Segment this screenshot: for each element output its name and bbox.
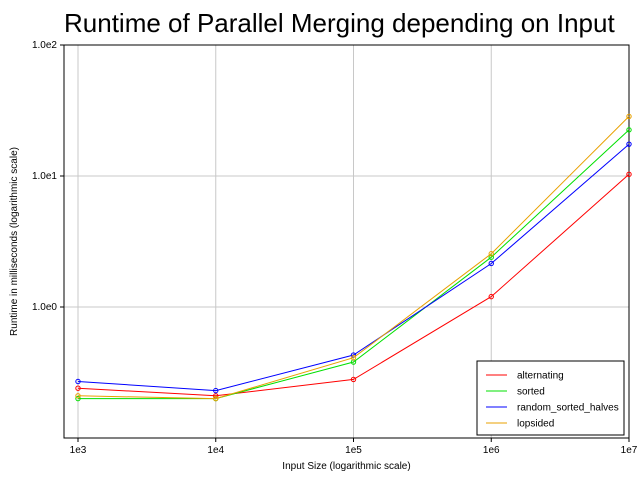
data-point [350,355,357,361]
data-point [213,395,219,402]
x-tick-label: 1e4 [207,445,224,456]
data-point [75,393,81,399]
y-tick-label: 1.0e1 [32,171,57,182]
series-alternating [75,171,632,399]
data-point [488,293,494,300]
data-point [488,254,494,260]
x-tick-label: 1e6 [483,445,500,456]
series-line [78,129,630,400]
data-point [213,393,219,399]
y-axis-label: Runtime in milliseconds (logarithmic sca… [9,147,20,336]
x-tick-label: 1e3 [70,445,87,456]
data-point [75,385,81,391]
y-tick-label: 1.0e2 [32,40,57,51]
data-point [488,251,494,257]
legend-label: sorted [517,387,545,398]
series-line [77,143,630,392]
axes: 1e3 1e4 1e5 1e6 1e7 1.0e0 1.0e1 1.0e2 [32,40,638,456]
data-point [626,141,632,147]
legend-label: alternating [517,371,564,382]
legend-label: random_sorted_halves [517,403,619,414]
data-point [626,171,632,178]
plot-frame [63,44,630,439]
data-point [626,127,632,133]
y-tick-label: 1.0e0 [32,302,57,313]
x-tick-label: 1e5 [345,445,362,456]
series-lopsided [75,113,632,402]
chart-title: Runtime of Parallel Merging depending on… [64,8,615,38]
series-random_sorted_halves [75,141,632,394]
series-line [77,116,630,400]
legend: alternating sorted random_sorted_halveslop… [476,360,625,436]
series-layer [75,113,632,402]
x-tick-label: 1e7 [621,445,638,456]
data-point [75,378,81,385]
series-line [77,173,630,397]
x-axis-label: Input Size (logarithmic scale) [282,461,410,472]
data-point [350,376,357,383]
data-point [213,387,219,394]
data-point [488,260,494,267]
data-point [626,113,632,120]
legend-label: lopsided [517,419,554,430]
data-point [75,395,81,402]
